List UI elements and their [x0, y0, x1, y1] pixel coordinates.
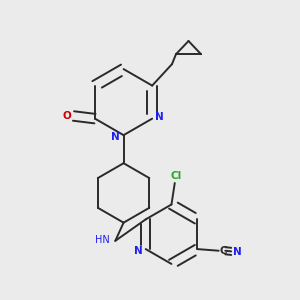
Text: N: N — [134, 246, 143, 256]
Text: N: N — [111, 132, 120, 142]
Text: HN: HN — [95, 235, 110, 245]
Text: O: O — [62, 111, 71, 121]
Text: N: N — [233, 247, 242, 257]
Text: Cl: Cl — [171, 171, 182, 181]
Text: C: C — [220, 246, 227, 256]
Text: N: N — [155, 112, 164, 122]
